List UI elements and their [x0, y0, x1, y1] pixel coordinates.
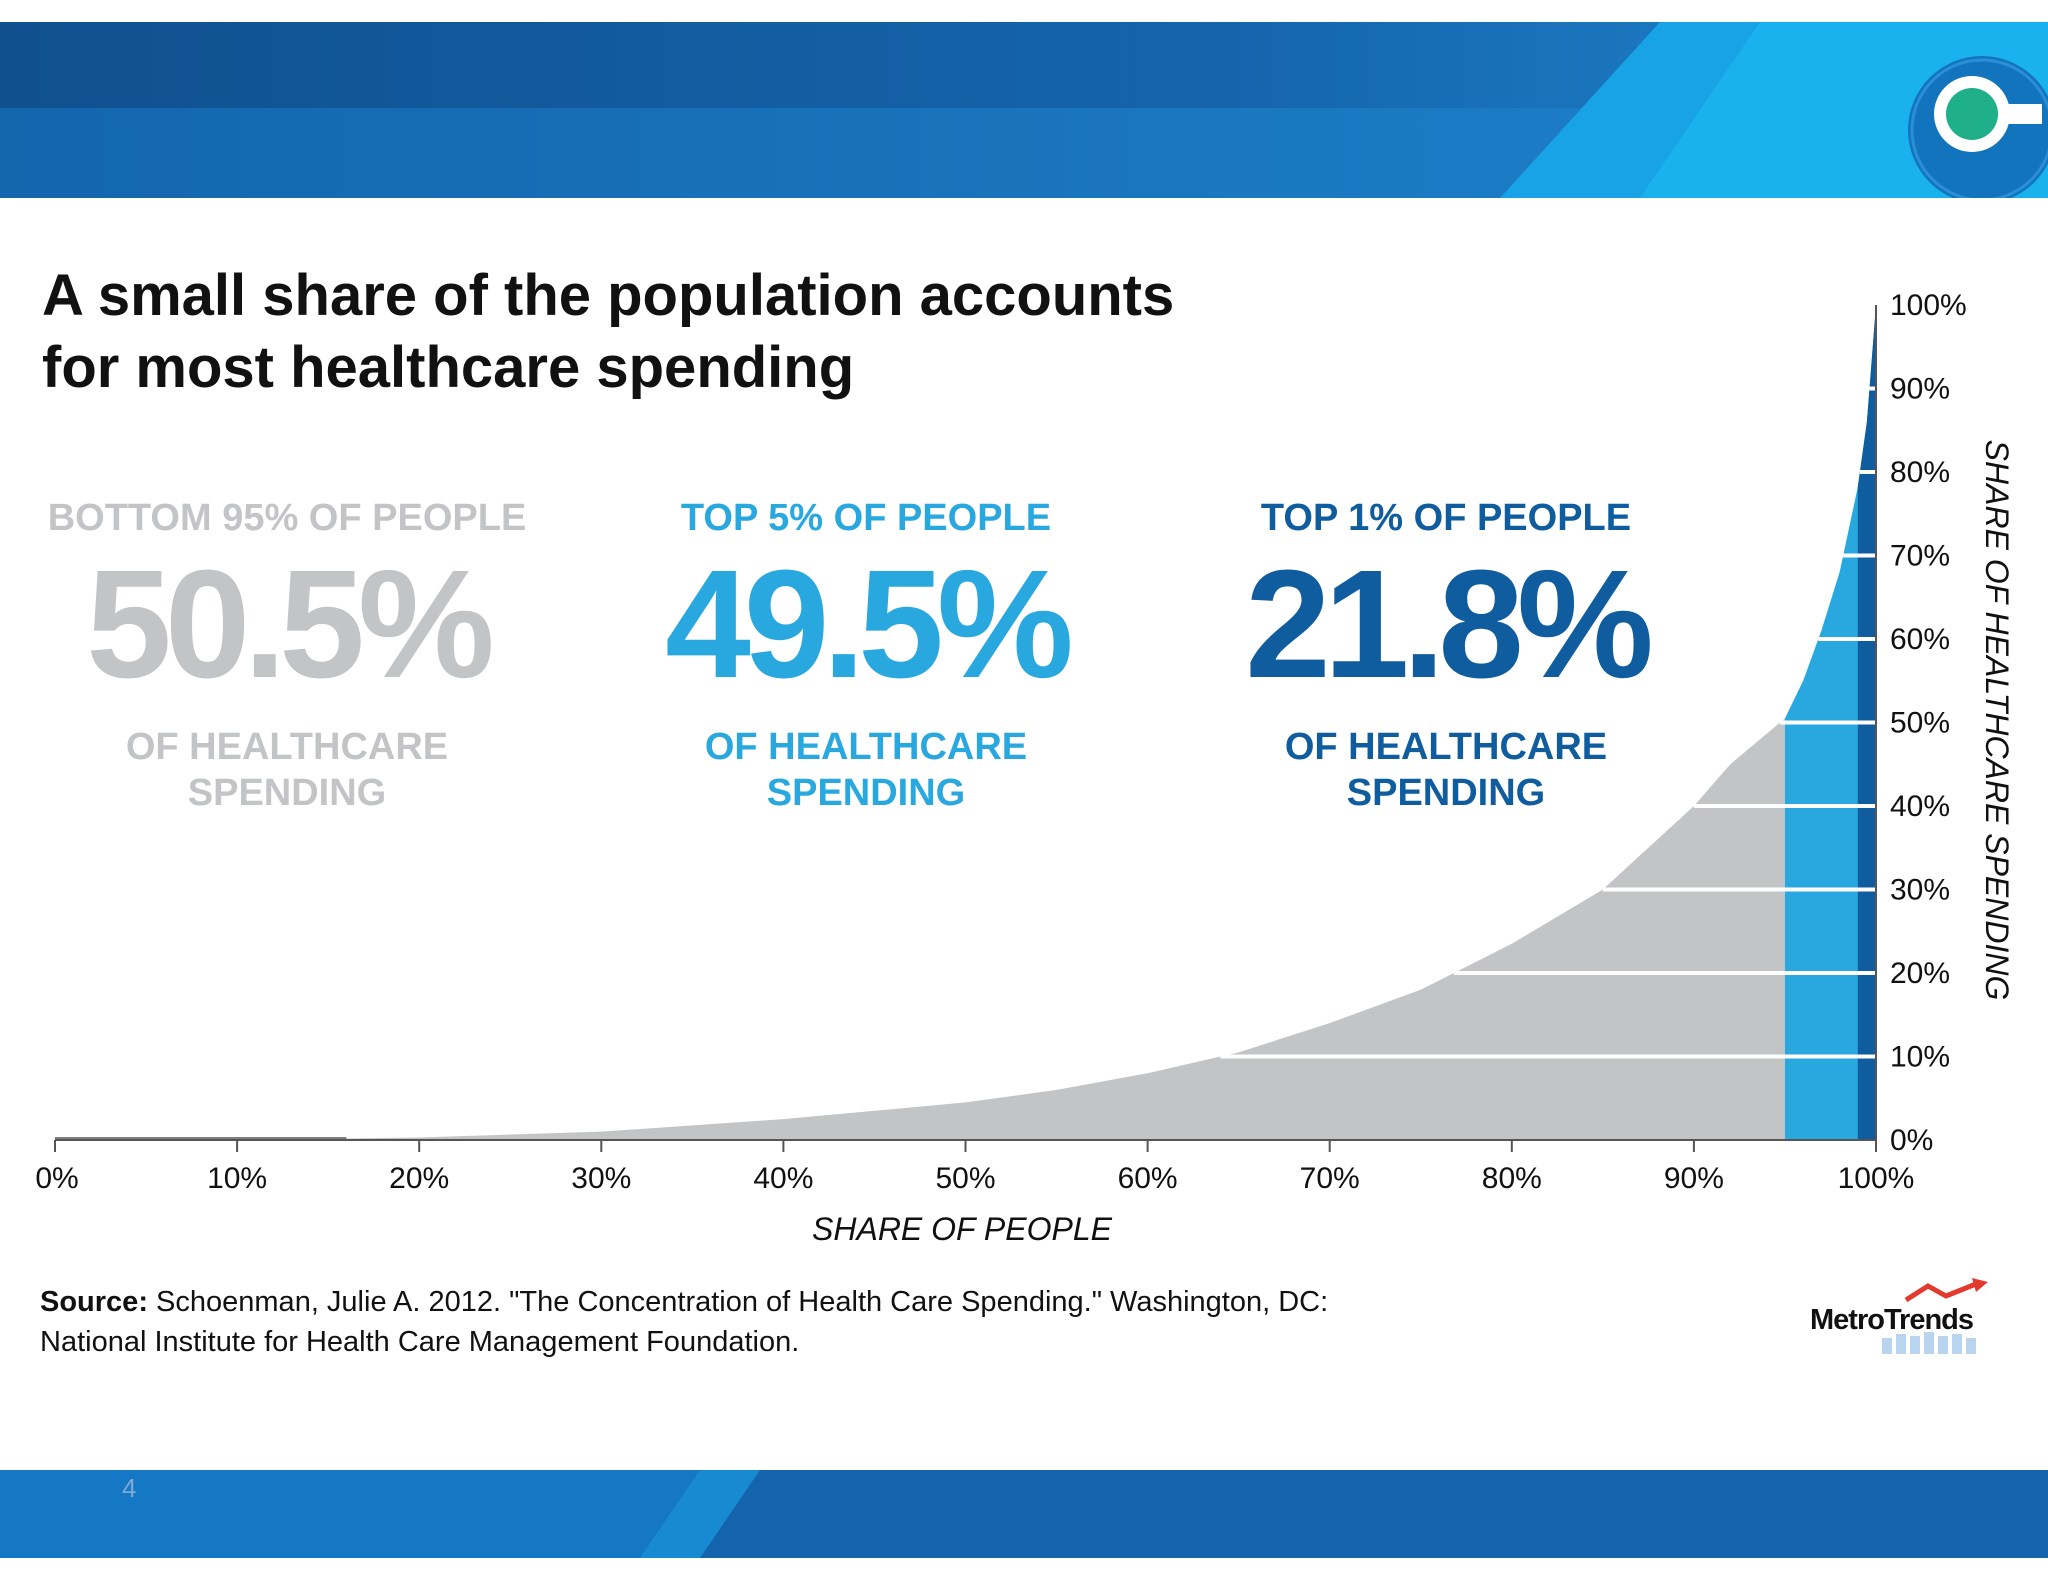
stat-label: TOP 1% OF PEOPLE — [1260, 497, 1632, 539]
stat-caption: OF HEALTHCARE SPENDING — [586, 724, 1146, 816]
stat-caption: OF HEALTHCARE SPENDING — [1166, 724, 1726, 816]
y-tick-label: 40% — [1890, 790, 1950, 823]
title-line-2: for most healthcare spending — [42, 335, 855, 400]
y-axis-label: SHARE OF HEALTHCARE SPENDING — [1979, 440, 2015, 1001]
source-line-2: National Institute for Health Care Manag… — [40, 1326, 800, 1358]
source-label: Source: — [40, 1286, 148, 1318]
brand-circle-icon — [1908, 56, 2048, 198]
stat-top-5: TOP 5% OF PEOPLE 49.5% OF HEALTHCARE SPE… — [586, 498, 1146, 816]
source-line-1: Source: Schoenman, Julie A. 2012. "The C… — [40, 1282, 1520, 1322]
chart-grid — [1220, 386, 1876, 1059]
header-band — [0, 22, 2048, 198]
y-axis-ticks: 0% 10% 20% 30% 40% 50% 60% 70% 80% 90% 100% — [1890, 289, 1967, 1157]
metrotrends-logo: MetroTrends — [1806, 1278, 2006, 1358]
stat-value: 21.8% — [1245, 538, 1654, 710]
y-tick-label: 60% — [1890, 623, 1950, 656]
x-tick-label: 30% — [571, 1162, 631, 1195]
x-tick-label: 40% — [753, 1162, 813, 1195]
x-tick-label: 10% — [207, 1162, 267, 1195]
stat-label: TOP 5% OF PEOPLE — [680, 497, 1052, 539]
x-tick-label: 0% — [35, 1162, 78, 1195]
page-title: A small share of the population accounts… — [42, 260, 1342, 404]
metrotrends-logo-icon — [1882, 1278, 1988, 1354]
area-segment-1 — [55, 718, 1785, 1140]
chart-areas — [55, 305, 1876, 1141]
source-note: Source: Schoenman, Julie A. 2012. "The C… — [40, 1282, 1520, 1362]
stat-caption-line-2: SPENDING — [766, 772, 966, 814]
x-tick-label: 80% — [1482, 1162, 1542, 1195]
source-text-1: Schoenman, Julie A. 2012. "The Concentra… — [156, 1286, 1329, 1318]
y-tick-label: 0% — [1890, 1124, 1933, 1157]
x-tick-label: 50% — [935, 1162, 995, 1195]
y-tick-label: 30% — [1890, 874, 1950, 907]
y-tick-label: 50% — [1890, 707, 1950, 740]
x-axis-label: SHARE OF PEOPLE — [812, 1211, 1113, 1247]
stat-top-1: TOP 1% OF PEOPLE 21.8% OF HEALTHCARE SPE… — [1166, 498, 1726, 816]
stat-value: 49.5% — [665, 538, 1074, 710]
stat-bottom-95: BOTTOM 95% OF PEOPLE 50.5% OF HEALTHCARE… — [7, 498, 567, 816]
stat-caption-line-1: OF HEALTHCARE — [1284, 726, 1608, 768]
y-tick-label: 80% — [1890, 456, 1950, 489]
x-tick-label: 60% — [1118, 1162, 1178, 1195]
stat-label: BOTTOM 95% OF PEOPLE — [47, 497, 527, 539]
stat-value: 50.5% — [86, 538, 495, 710]
stat-caption-line-2: SPENDING — [1346, 772, 1546, 814]
x-tick-label: 70% — [1300, 1162, 1360, 1195]
x-axis-ticks: 0% 10% 20% 30% 40% 50% 60% 70% 80% 90% 100% — [35, 1140, 1914, 1195]
x-tick-label: 90% — [1664, 1162, 1724, 1195]
title-line-1: A small share of the population accounts — [42, 263, 1175, 328]
stat-caption-line-1: OF HEALTHCARE — [125, 726, 449, 768]
y-tick-label: 70% — [1890, 540, 1950, 573]
x-tick-label: 20% — [389, 1162, 449, 1195]
footer-band — [0, 1470, 2048, 1558]
y-tick-label: 90% — [1890, 373, 1950, 406]
stat-caption-line-1: OF HEALTHCARE — [704, 726, 1028, 768]
metrotrends-wordmark: MetroTrends — [1810, 1304, 1974, 1336]
y-tick-label: 100% — [1890, 289, 1967, 322]
stat-caption: OF HEALTHCARE SPENDING — [7, 724, 567, 816]
page-number: 4 — [122, 1473, 137, 1503]
y-tick-label: 20% — [1890, 957, 1950, 990]
y-tick-label: 10% — [1890, 1041, 1950, 1074]
stat-caption-line-2: SPENDING — [187, 772, 387, 814]
x-tick-label: 100% — [1838, 1162, 1915, 1195]
